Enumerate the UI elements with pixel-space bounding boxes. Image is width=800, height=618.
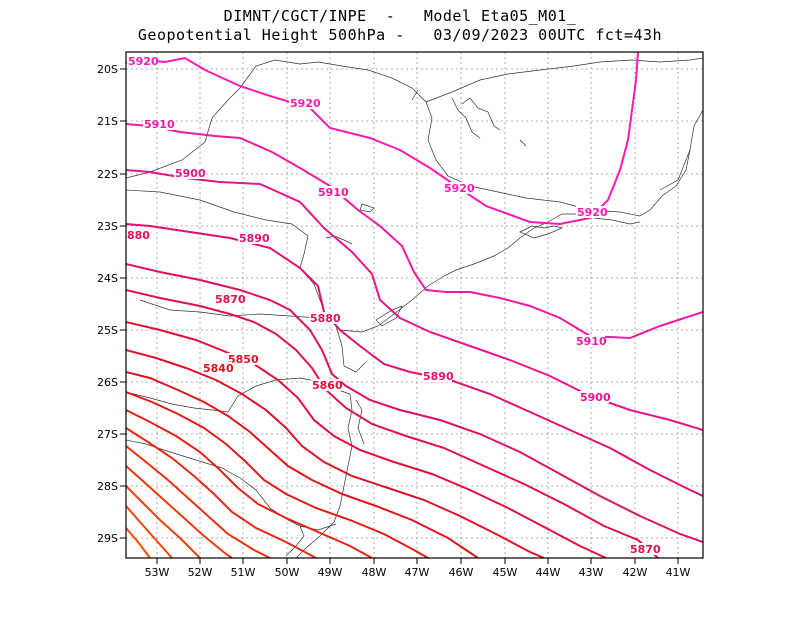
contour-5900	[126, 169, 703, 431]
lon-label-41w: 41W	[666, 566, 691, 579]
contour-5870	[126, 289, 659, 558]
label-5920-b: 5920	[290, 97, 321, 110]
lat-label-22s: 22S	[97, 168, 118, 181]
label-5920-c: 5920	[444, 182, 475, 195]
label-5900-a: 5900	[175, 167, 206, 180]
latitude-labels: 20S 21S 22S 23S 24S 25S 26S 27S 28S 29S	[97, 63, 118, 545]
contour-5800	[126, 445, 271, 558]
contour-5770	[126, 505, 173, 558]
contour-5910-north	[126, 123, 703, 340]
lat-label-24s: 24S	[97, 272, 118, 285]
contour-5780	[126, 485, 201, 558]
contour-5840	[126, 371, 479, 558]
label-5920-a: 5920	[128, 55, 159, 68]
lon-label-50w: 50W	[275, 566, 300, 579]
contour-5920-north	[126, 52, 639, 226]
tick-marks	[120, 68, 679, 564]
contour-5890	[126, 223, 703, 497]
label-5870-b: 5870	[630, 543, 661, 556]
label-5880-b: 5880	[310, 312, 341, 325]
label-5860: 5860	[312, 379, 343, 392]
contour-labels: 5920 5920 5920 5920 5910 5910 5910 5900 …	[126, 55, 661, 556]
lon-label-48w: 48W	[362, 566, 387, 579]
contour-5790	[126, 465, 233, 558]
map-title-line1: DIMNT/CGCT/INPE - Model Eta05_M01_	[223, 7, 577, 25]
lon-label-45w: 45W	[493, 566, 518, 579]
lat-label-29s: 29S	[97, 532, 118, 545]
lon-label-43w: 43W	[579, 566, 604, 579]
lat-label-26s: 26S	[97, 376, 118, 389]
longitude-labels: 53W 52W 51W 50W 49W 48W 47W 46W 45W 44W …	[145, 566, 691, 579]
label-5840: 5840	[203, 362, 234, 375]
contour-5810	[126, 427, 317, 558]
contour-5830	[126, 391, 429, 558]
height-contours	[126, 52, 703, 558]
lon-label-53w: 53W	[145, 566, 170, 579]
contour-5850	[126, 349, 545, 558]
label-5900-b: 5900	[580, 391, 611, 404]
lon-label-44w: 44W	[536, 566, 561, 579]
label-5890-b: 5890	[423, 370, 454, 383]
lon-label-42w: 42W	[623, 566, 648, 579]
lat-label-23s: 23S	[97, 220, 118, 233]
label-5870-a: 5870	[215, 293, 246, 306]
lat-label-21s: 21S	[97, 115, 118, 128]
label-5850: 5850	[228, 353, 259, 366]
label-5910-c: 5910	[576, 335, 607, 348]
lat-label-25s: 25S	[97, 324, 118, 337]
lat-label-28s: 28S	[97, 480, 118, 493]
label-5890-a: 5890	[239, 232, 270, 245]
lon-label-52w: 52W	[188, 566, 213, 579]
label-5910-b: 5910	[318, 186, 349, 199]
lat-label-27s: 27S	[97, 428, 118, 441]
plot-frame	[125, 51, 704, 559]
lon-label-46w: 46W	[449, 566, 474, 579]
label-5920-d: 5920	[577, 206, 608, 219]
map-title-line2: Geopotential Height 500hPa - 03/09/2023 …	[137, 26, 663, 44]
contour-5820	[126, 409, 373, 558]
contour-5860	[126, 321, 607, 558]
contour-5880	[126, 263, 703, 543]
label-5910-a: 5910	[144, 118, 175, 131]
lon-label-49w: 49W	[318, 566, 343, 579]
label-5880-a: 880	[127, 229, 150, 242]
coastline-borders	[126, 57, 703, 558]
contour-5760	[126, 527, 151, 558]
lon-label-51w: 51W	[231, 566, 256, 579]
lon-label-47w: 47W	[405, 566, 430, 579]
lat-label-20s: 20S	[97, 63, 118, 76]
grid-lines	[126, 52, 703, 558]
